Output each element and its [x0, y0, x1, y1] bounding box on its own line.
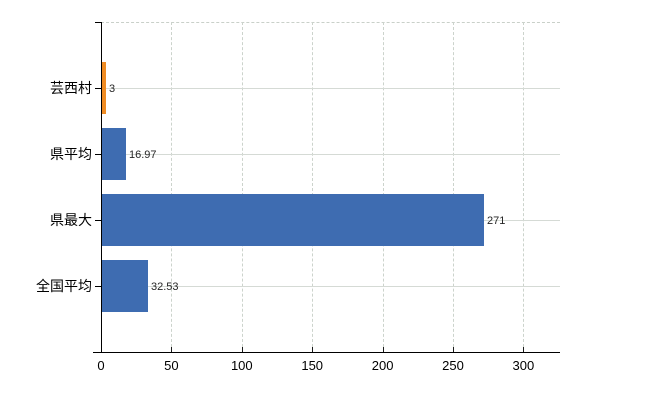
v-gridline	[452, 22, 454, 352]
v-gridline	[312, 22, 314, 352]
x-tick-label: 50	[164, 358, 179, 373]
bar-value-label: 32.53	[151, 281, 179, 293]
bar-value-label: 3	[109, 83, 116, 95]
x-axis-tick	[523, 347, 525, 352]
bar	[102, 260, 148, 312]
x-tick-label: 0	[97, 358, 105, 373]
category-label: 芸西村	[50, 80, 92, 96]
category-gridline	[102, 154, 560, 155]
category-gridline	[102, 286, 560, 287]
y-axis-tick	[95, 220, 101, 221]
bar	[102, 128, 126, 180]
x-axis-tick	[171, 347, 173, 352]
category-label: 県最大	[50, 212, 92, 228]
y-axis-top-tick	[95, 22, 101, 23]
bar-value-label: 16.97	[129, 149, 157, 161]
x-tick-label: 200	[371, 358, 394, 373]
category-label: 全国平均	[36, 278, 92, 294]
bar	[102, 62, 106, 114]
v-gridline	[523, 22, 525, 352]
category-label: 県平均	[50, 146, 92, 162]
x-tick-label: 100	[230, 358, 253, 373]
category-gridline	[102, 88, 560, 89]
x-tick-label: 150	[301, 358, 324, 373]
v-gridline	[382, 22, 384, 352]
x-axis-tick	[382, 347, 384, 352]
y-axis-line	[101, 22, 102, 352]
bar-value-label: 271	[487, 215, 506, 227]
x-axis-tick	[452, 347, 454, 352]
plot-top-border	[101, 22, 560, 23]
x-tick-label: 300	[512, 358, 535, 373]
x-axis-line	[93, 352, 560, 353]
bar	[102, 194, 484, 246]
x-tick-label: 250	[442, 358, 464, 373]
y-axis-tick	[95, 286, 101, 287]
x-axis-tick	[241, 347, 243, 352]
x-axis-tick	[312, 347, 314, 352]
y-axis-tick	[95, 154, 101, 155]
v-gridline	[171, 22, 173, 352]
y-axis-tick	[95, 88, 101, 89]
v-gridline	[241, 22, 243, 352]
